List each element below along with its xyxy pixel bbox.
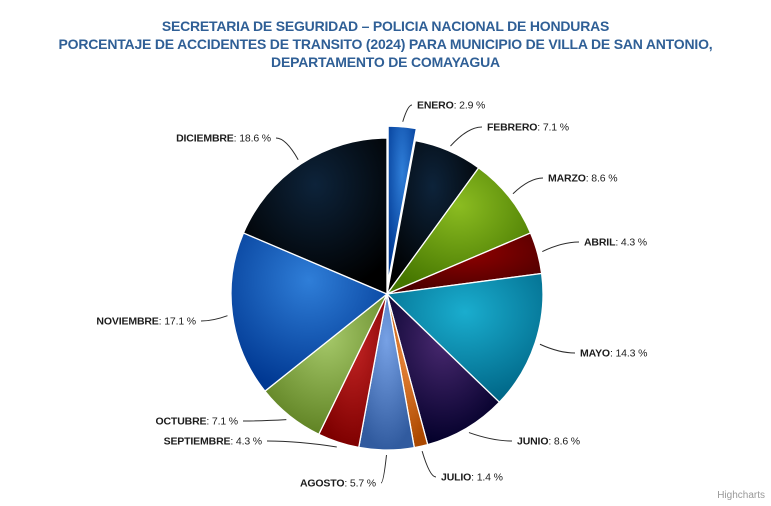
chart-title-line-2: PORCENTAJE DE ACCIDENTES DE TRANSITO (20…	[58, 36, 713, 52]
pie-slice-diciembre[interactable]	[242, 137, 388, 295]
slice-label-febrero: FEBRERO: 7.1 %	[487, 122, 569, 134]
slice-label-septiembre: SEPTIEMBRE: 4.3 %	[164, 436, 262, 448]
slice-label-junio: JUNIO: 8.6 %	[517, 436, 580, 448]
label-connector-noviembre	[200, 315, 228, 322]
pie-slice-mayo[interactable]	[385, 272, 544, 404]
label-connector-marzo	[512, 177, 544, 195]
slice-label-diciembre: DICIEMBRE: 18.6 %	[176, 133, 271, 145]
slice-label-agosto: AGOSTO: 5.7 %	[300, 478, 376, 490]
slice-label-enero: ENERO: 2.9 %	[417, 100, 485, 112]
slice-label-abril: ABRIL: 4.3 %	[584, 237, 647, 249]
label-connector-septiembre	[266, 440, 337, 448]
slice-label-mayo: MAYO: 14.3 %	[580, 348, 647, 360]
label-connector-diciembre	[275, 137, 299, 160]
pie-slice-enero[interactable]	[387, 125, 418, 283]
slice-label-julio: JULIO: 1.4 %	[441, 472, 503, 484]
slice-label-marzo: MARZO: 8.6 %	[548, 173, 617, 185]
pie-slice-noviembre[interactable]	[230, 232, 389, 393]
label-connector-octubre	[242, 419, 287, 422]
chart-title: SECRETARIA DE SEGURIDAD – POLICIA NACION…	[0, 17, 771, 71]
slice-label-octubre: OCTUBRE: 7.1 %	[155, 416, 238, 428]
label-connector-junio	[468, 432, 513, 442]
highcharts-credit[interactable]: Highcharts	[717, 490, 765, 501]
label-connector-julio	[421, 450, 437, 478]
label-connector-agosto	[380, 454, 387, 484]
pie-slice-marzo[interactable]	[385, 166, 532, 296]
label-connector-abril	[542, 241, 580, 252]
slice-label-noviembre: NOVIEMBRE: 17.1 %	[96, 316, 196, 328]
chart-title-line-3: DEPARTAMENTO DE COMAYAGUA	[271, 54, 500, 70]
label-connector-febrero	[450, 126, 483, 147]
pie-slice-junio[interactable]	[385, 291, 501, 446]
label-connector-mayo	[539, 343, 576, 354]
chart-title-line-1: SECRETARIA DE SEGURIDAD – POLICIA NACION…	[161, 18, 610, 34]
label-connector-enero	[402, 104, 413, 122]
